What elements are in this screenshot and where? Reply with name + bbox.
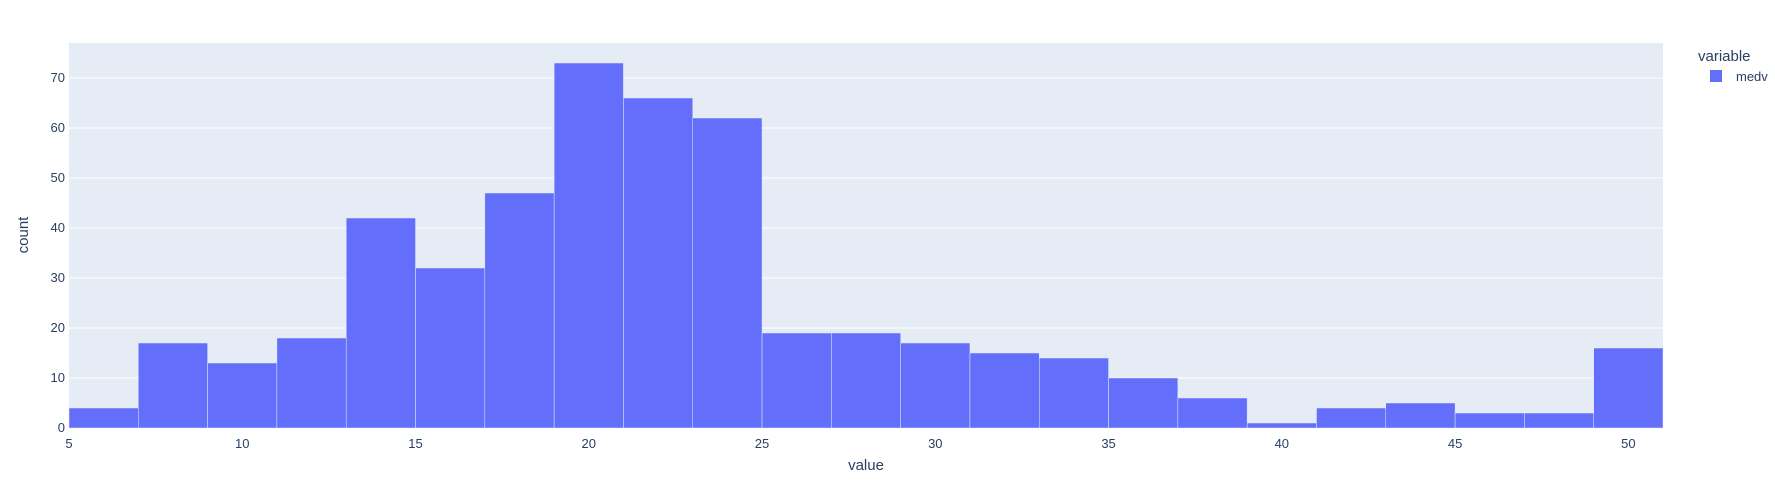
histogram-bar[interactable]: [623, 97, 693, 429]
y-tick-label: 70: [51, 70, 65, 85]
y-tick-label: 30: [51, 270, 65, 285]
histogram-bar[interactable]: [484, 192, 555, 429]
histogram-bar[interactable]: [207, 362, 278, 429]
x-tick-label: 15: [408, 436, 422, 451]
histogram-bar[interactable]: [1108, 377, 1179, 429]
x-tick-label: 20: [582, 436, 596, 451]
histogram-bar[interactable]: [138, 342, 208, 429]
y-tick-label: 60: [51, 120, 65, 135]
histogram-bar[interactable]: [68, 407, 139, 429]
histogram-bar[interactable]: [1039, 357, 1109, 429]
x-tick-label: 25: [755, 436, 769, 451]
histogram-bar[interactable]: [1316, 407, 1387, 429]
histogram-bar[interactable]: [900, 342, 971, 429]
x-tick-label: 30: [928, 436, 942, 451]
x-tick-label: 5: [65, 436, 72, 451]
histogram-bar[interactable]: [553, 62, 624, 429]
y-tick-label: 0: [58, 420, 65, 435]
histogram-bar[interactable]: [692, 117, 763, 429]
legend-item-medv[interactable]: medv: [1710, 69, 1768, 84]
histogram-bar[interactable]: [415, 267, 486, 429]
y-tick-label: 50: [51, 170, 65, 185]
histogram-bar[interactable]: [969, 352, 1040, 429]
x-tick-label: 50: [1621, 436, 1635, 451]
histogram-bars[interactable]: [68, 62, 1664, 429]
legend-item-label: medv: [1736, 69, 1768, 84]
x-tick-label: 40: [1275, 436, 1289, 451]
histogram-bar[interactable]: [1246, 422, 1317, 429]
y-tick-label: 10: [51, 370, 65, 385]
y-axis-ticks: 0 10 20 30 40 50 60 70: [51, 70, 65, 435]
x-tick-label: 10: [235, 436, 249, 451]
x-tick-label: 35: [1101, 436, 1115, 451]
y-axis-title: count: [15, 216, 32, 254]
histogram-bar[interactable]: [761, 332, 832, 429]
x-tick-label: 45: [1448, 436, 1462, 451]
legend[interactable]: variable medv: [1698, 48, 1768, 84]
y-tick-label: 40: [51, 220, 65, 235]
histogram-bar[interactable]: [345, 217, 416, 429]
y-tick-label: 20: [51, 320, 65, 335]
histogram-bar[interactable]: [276, 337, 347, 429]
legend-swatch: [1710, 70, 1722, 82]
histogram-bar[interactable]: [1593, 347, 1664, 429]
histogram-bar[interactable]: [1524, 412, 1594, 429]
x-axis-ticks: 5 10 15 20 25 30 35 40 45 50: [65, 436, 1635, 451]
histogram-bar[interactable]: [1454, 412, 1525, 429]
histogram-bar[interactable]: [831, 332, 901, 429]
histogram-bar[interactable]: [1177, 397, 1248, 429]
histogram-bar[interactable]: [1385, 402, 1456, 429]
x-axis-title: value: [848, 457, 884, 474]
legend-title: variable: [1698, 48, 1751, 65]
